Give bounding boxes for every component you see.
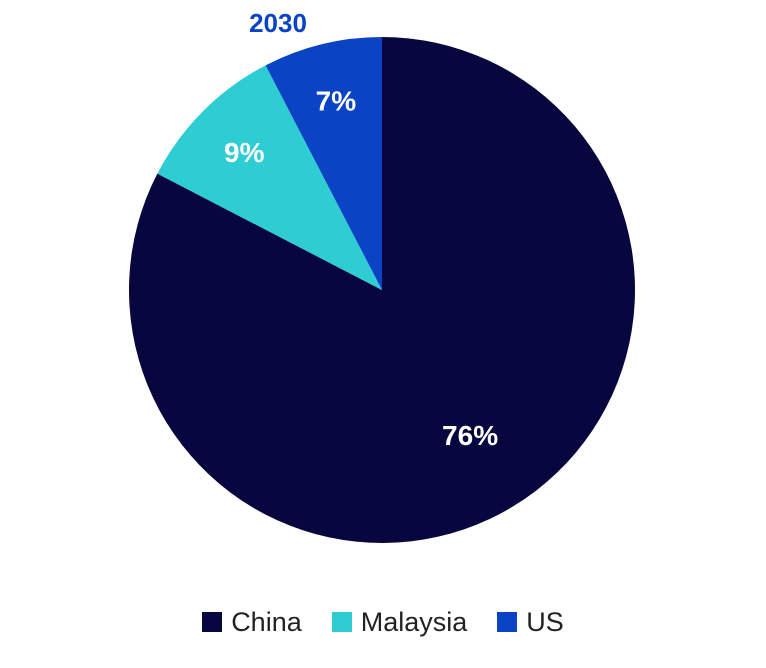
- legend: China Malaysia US: [0, 602, 766, 642]
- legend-item-china: China: [202, 607, 302, 638]
- legend-swatch-malaysia: [331, 612, 352, 632]
- chart-title: 2030: [249, 8, 307, 38]
- legend-label-malaysia: Malaysia: [360, 606, 468, 637]
- pie-slice-china: [129, 37, 635, 544]
- data-label-us: 7%: [316, 86, 357, 117]
- pie-slices: [129, 37, 635, 544]
- data-label-malaysia: 9%: [224, 137, 265, 168]
- legend-item-malaysia: Malaysia: [331, 606, 468, 638]
- legend-label-china: China: [231, 606, 302, 637]
- legend-swatch-china: [202, 612, 223, 632]
- pie-slice-us: [265, 37, 382, 290]
- pie-labels: 76% 9% 7%: [224, 86, 498, 451]
- legend-label-us: US: [526, 606, 564, 637]
- legend-swatch-us: [497, 612, 518, 632]
- legend-item-us: US: [497, 607, 564, 638]
- pie-slice-malaysia: [157, 65, 382, 290]
- data-label-china: 76%: [442, 420, 498, 451]
- pie-chart: 76% 9% 7% 2030: [129, 8, 635, 544]
